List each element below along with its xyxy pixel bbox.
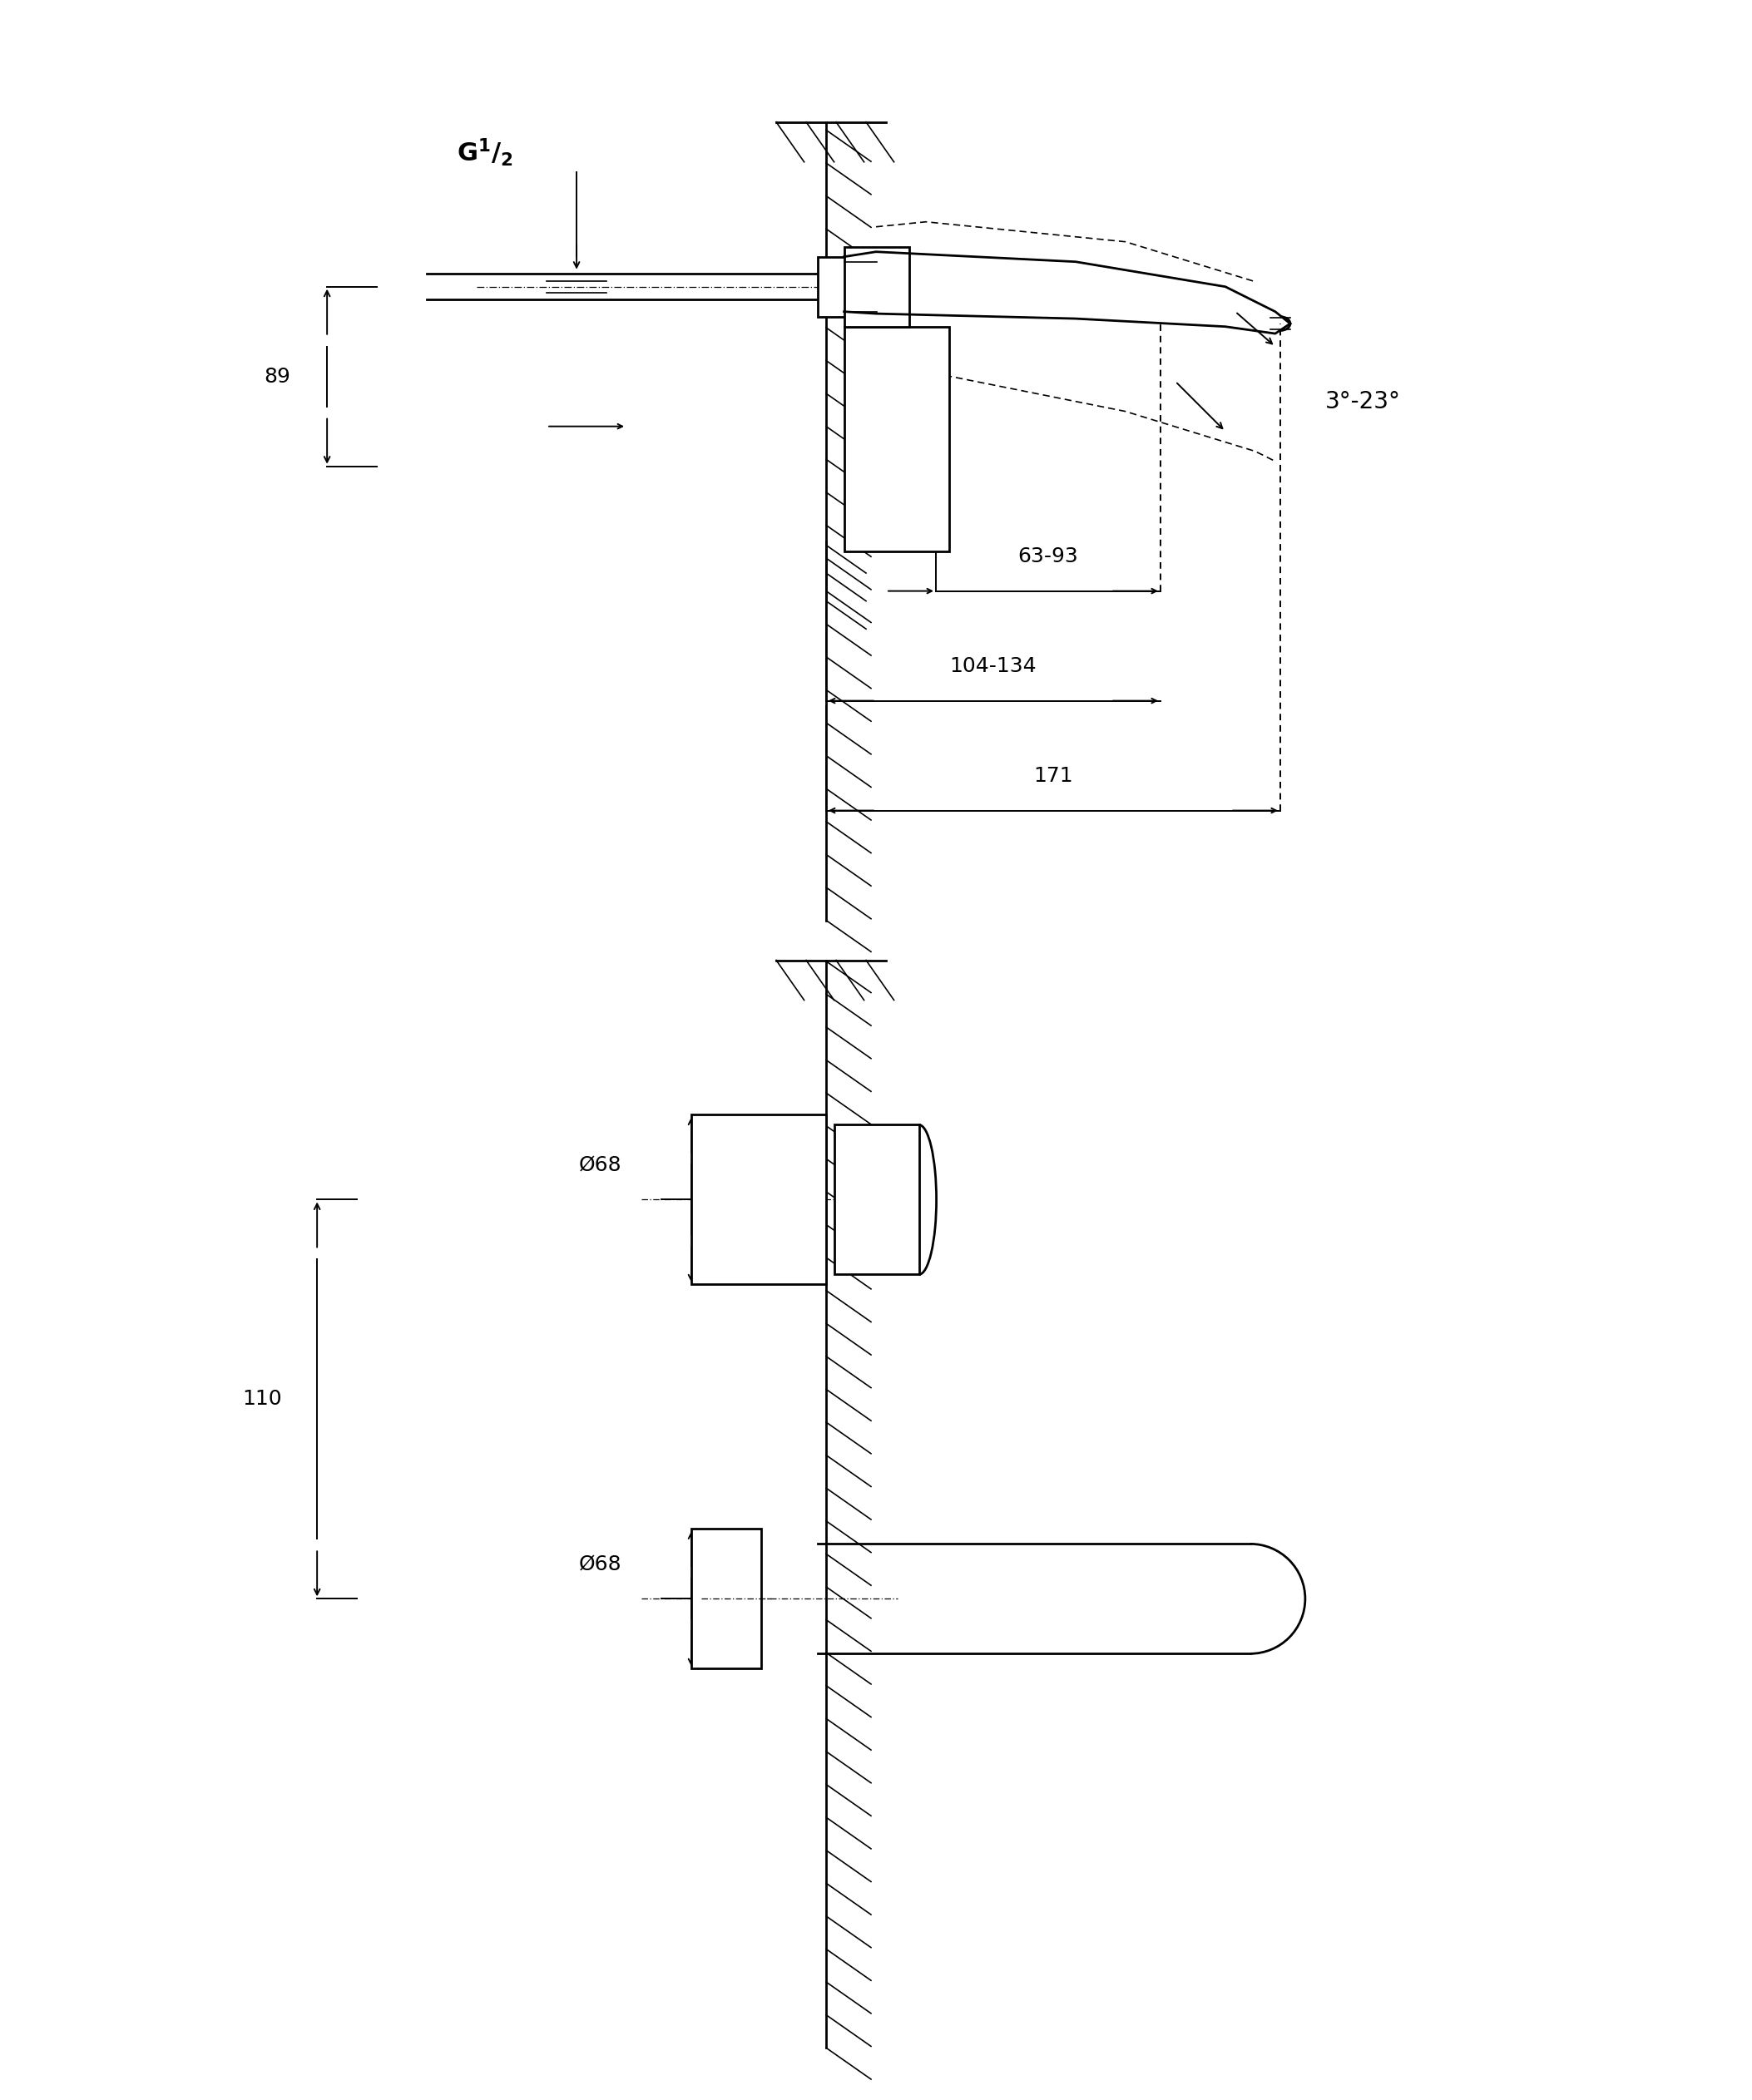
Text: 3°-23°: 3°-23° — [1325, 391, 1402, 414]
Text: Ø68: Ø68 — [578, 1554, 622, 1573]
Bar — [692, 1115, 827, 1285]
Bar — [818, 256, 846, 317]
Text: 171: 171 — [1034, 766, 1072, 785]
Text: 89: 89 — [265, 368, 291, 386]
Text: G$^{\mathbf{1}}$/$_{\mathbf{2}}$: G$^{\mathbf{1}}$/$_{\mathbf{2}}$ — [457, 136, 513, 168]
Bar — [844, 328, 950, 550]
Text: 110: 110 — [242, 1390, 282, 1409]
Text: 104-134: 104-134 — [950, 655, 1037, 676]
Bar — [844, 248, 909, 328]
Bar — [692, 1529, 760, 1670]
Bar — [834, 1126, 918, 1275]
Text: Ø68: Ø68 — [578, 1155, 622, 1174]
Text: 63-93: 63-93 — [1018, 546, 1079, 567]
